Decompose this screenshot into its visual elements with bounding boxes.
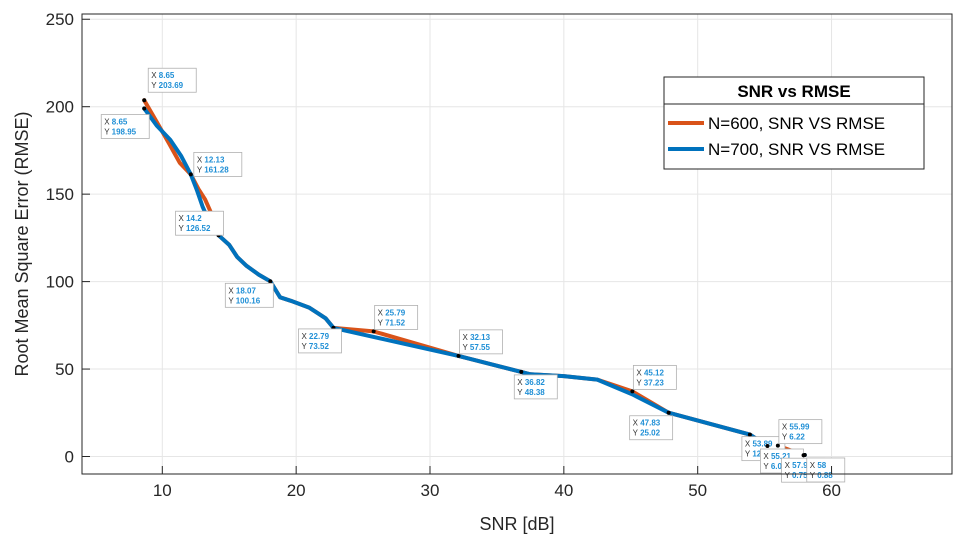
datatip-marker	[630, 389, 635, 394]
datatip-marker	[747, 432, 752, 437]
datatip-y: Y 6.01	[763, 462, 787, 471]
datatip-y: Y 203.69	[151, 81, 183, 90]
datatip-box	[459, 329, 503, 355]
datatip-x: X 47.83	[633, 419, 661, 428]
datatip-y: Y 71.52	[378, 318, 406, 327]
datatip-x: X 32.13	[463, 333, 491, 342]
datatip-box	[298, 328, 342, 354]
y-tick-label: 250	[46, 10, 74, 29]
datatip-box	[778, 419, 823, 445]
datatip-y: Y 48.38	[517, 388, 545, 397]
series-line-n700	[142, 106, 807, 458]
datatip-x: X 18.07	[228, 286, 256, 295]
datatip-box	[632, 364, 677, 390]
datatip-box	[100, 114, 150, 139]
datatip[interactable]: X 45.12Y 37.23	[630, 364, 677, 394]
datatip-x: X 57.91	[785, 461, 813, 470]
datatip[interactable]: X 8.65Y 198.95	[100, 106, 150, 139]
x-tick-label: 60	[822, 481, 841, 500]
datatip-box	[147, 67, 197, 93]
datatip-box	[374, 305, 419, 330]
x-tick-label: 50	[688, 481, 707, 500]
datatip[interactable]: X 32.13Y 57.55	[456, 329, 503, 358]
datatip-y: Y 0.88	[810, 471, 834, 480]
datatip[interactable]: X 36.82Y 48.38	[513, 369, 558, 400]
datatip-marker	[802, 452, 807, 457]
datatip-box	[224, 282, 274, 308]
datatip-x: X 14.2	[179, 214, 203, 223]
legend-entry-n600: N=600, SNR VS RMSE	[708, 114, 885, 133]
datatip-y: Y 6.22	[782, 433, 806, 442]
datatip[interactable]: X 55.99Y 6.22	[775, 419, 823, 448]
datatip-marker	[519, 369, 524, 374]
datatip-x: X 12.13	[197, 155, 225, 164]
datatip-marker	[666, 410, 671, 415]
x-axis-label: SNR [dB]	[479, 514, 554, 534]
datatip-box	[193, 152, 243, 177]
x-tick-label: 20	[287, 481, 306, 500]
datatip-y: Y 161.28	[197, 165, 229, 174]
datatip[interactable]: X 14.2Y 126.52	[175, 210, 224, 238]
datatip-marker	[142, 98, 147, 103]
legend-title: SNR vs RMSE	[737, 82, 850, 101]
datatip[interactable]: X 22.79Y 73.52	[298, 325, 342, 354]
y-tick-label: 150	[46, 185, 74, 204]
datatip-box	[806, 457, 846, 483]
y-tick-label: 50	[55, 360, 74, 379]
datatip-x: X 22.79	[301, 332, 329, 341]
datatip-marker	[775, 443, 780, 448]
legend: SNR vs RMSE N=600, SNR VS RMSE N=700, SN…	[663, 76, 925, 170]
ticks: 10 20 30 40 50 60 0 50 100 150 200 250	[46, 10, 841, 500]
datatip[interactable]: X 8.65Y 203.69	[142, 67, 197, 103]
datatip-y: Y 73.52	[301, 342, 329, 351]
datatip-x: X 55.21	[763, 452, 791, 461]
datatip-x: X 25.79	[378, 308, 406, 317]
datatip-box	[175, 210, 224, 236]
legend-entry-n700: N=700, SNR VS RMSE	[708, 140, 885, 159]
datatip-marker	[765, 443, 770, 448]
datatip-box	[629, 415, 674, 441]
datatip[interactable]: X 12.13Y 161.28	[188, 152, 243, 177]
y-tick-label: 100	[46, 273, 74, 292]
x-tick-label: 40	[554, 481, 573, 500]
datatip-x: X 45.12	[636, 368, 664, 377]
y-axis-label: Root Mean Square Error (RMSE)	[12, 111, 32, 376]
datatip-y: Y 198.95	[104, 128, 136, 137]
datatip-x: X 36.82	[517, 378, 545, 387]
datatip-x: X 53.89	[745, 440, 773, 449]
x-tick-label: 10	[153, 481, 172, 500]
datatip[interactable]: X 25.79Y 71.52	[371, 305, 419, 334]
datatip-x: X 55.99	[782, 423, 810, 432]
y-tick-label: 0	[65, 448, 74, 467]
datatip[interactable]: X 18.07Y 100.16	[224, 279, 274, 308]
datatip-x: X 8.65	[151, 71, 175, 80]
datatip-marker	[456, 353, 461, 358]
datatip-y: Y 0.75	[785, 471, 809, 480]
series-layer	[142, 98, 807, 458]
x-tick-label: 30	[421, 481, 440, 500]
datatips-layer: X 8.65Y 203.69X 8.65Y 198.95X 12.13Y 161…	[100, 67, 846, 483]
datatip-x: X 58	[810, 461, 827, 470]
datatip-marker	[188, 172, 193, 177]
y-tick-label: 200	[46, 98, 74, 117]
datatip[interactable]: X 58Y 0.88	[802, 452, 846, 483]
datatip-x: X 8.65	[104, 118, 128, 127]
datatip-box	[513, 374, 558, 400]
datatip-y: Y 126.52	[179, 224, 211, 233]
datatip-marker	[142, 106, 147, 111]
datatip-y: Y 100.16	[228, 296, 260, 305]
datatip-y: Y 37.23	[636, 378, 664, 387]
legend-box	[663, 76, 925, 170]
datatip-y: Y 25.02	[633, 429, 661, 438]
datatip-marker	[268, 279, 273, 284]
datatip[interactable]: X 47.83Y 25.02	[629, 410, 674, 441]
datatip-marker	[371, 329, 376, 334]
datatip-y: Y 57.55	[463, 343, 491, 352]
plot-frame	[81, 13, 953, 475]
